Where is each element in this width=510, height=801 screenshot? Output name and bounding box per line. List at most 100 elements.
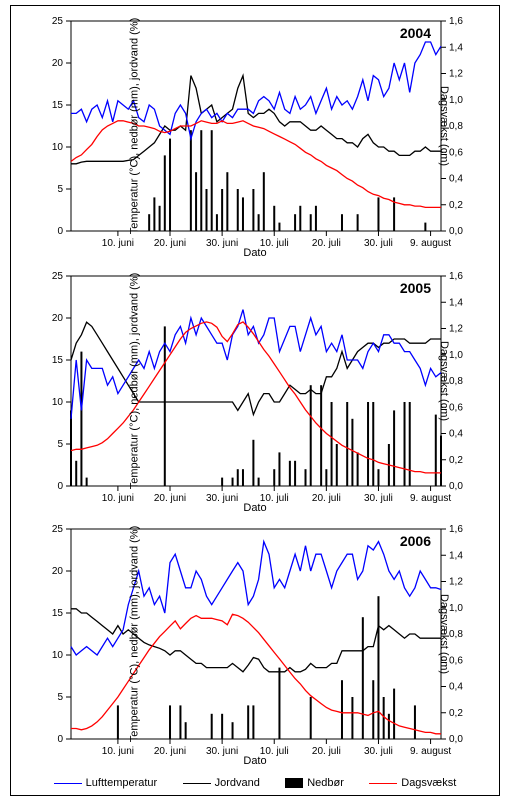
xtick-label: 9. august — [410, 746, 451, 757]
nedbor-bar — [258, 214, 260, 231]
nedbor-bar — [409, 402, 411, 486]
panel-2006: 05101520250,00,20,40,60,81,01,21,41,610.… — [71, 529, 439, 739]
jordvand-line — [71, 76, 441, 164]
y-axis-right-label: Dagsvækst (cm) — [438, 341, 450, 421]
xtick-label: 20. juni — [154, 238, 186, 249]
ytick-right-label: 0,6 — [449, 147, 463, 158]
nedbor-bar — [299, 206, 301, 231]
nedbor-bar — [221, 189, 223, 231]
nedbor-bar — [278, 223, 280, 231]
nedbor-bar — [221, 714, 223, 739]
nedbor-bar — [310, 214, 312, 231]
nedbor-bar — [351, 419, 353, 486]
nedbor-bar — [70, 410, 72, 486]
nedbor-bar — [310, 697, 312, 739]
nedbor-bar — [205, 189, 207, 231]
ytick-right-label: 0,0 — [449, 481, 463, 492]
nedbor-bar — [273, 206, 275, 231]
nedbor-bar — [424, 223, 426, 231]
legend-entry-jordvand: Jordvand — [183, 777, 260, 789]
nedbor-bar — [164, 326, 166, 486]
nedbor-bar — [404, 402, 406, 486]
nedbor-bar — [331, 402, 333, 486]
nedbor-bar — [435, 415, 437, 486]
nedbor-bar — [393, 410, 395, 486]
xtick-label: 20. juli — [312, 238, 341, 249]
ytick-right-label: 1,4 — [449, 550, 463, 561]
nedbor-bar — [242, 469, 244, 486]
x-axis-label: Dato — [243, 755, 266, 767]
xtick-label: 20. juni — [154, 493, 186, 504]
nedbor-bar — [367, 402, 369, 486]
nedbor-bar — [226, 172, 228, 231]
ytick-left-label: 0 — [57, 226, 63, 237]
nedbor-bar — [242, 197, 244, 231]
ytick-right-label: 0,2 — [449, 200, 463, 211]
year-label: 2004 — [400, 25, 431, 41]
ytick-left-label: 10 — [52, 650, 64, 661]
nedbor-bar — [258, 478, 260, 486]
year-label: 2006 — [400, 533, 431, 549]
xtick-label: 10. juni — [102, 493, 134, 504]
xtick-label: 9. august — [410, 238, 451, 249]
xtick-label: 20. juli — [312, 493, 341, 504]
ytick-right-label: 1,2 — [449, 577, 463, 588]
x-axis-label: Dato — [243, 502, 266, 514]
y-axis-left-label: Temperatur (°C), nedbør (mm), jordvand (… — [128, 526, 140, 743]
nedbor-bar — [325, 469, 327, 486]
x-axis-label: Dato — [243, 247, 266, 259]
nedbor-bar — [179, 705, 181, 739]
ytick-left-label: 25 — [52, 271, 64, 282]
year-label: 2005 — [400, 280, 431, 296]
nedbor-bar — [310, 385, 312, 486]
xtick-label: 20. juli — [312, 746, 341, 757]
ytick-right-label: 1,0 — [449, 95, 463, 106]
nedbor-bar — [294, 214, 296, 231]
nedbor-bar — [351, 697, 353, 739]
nedbor-bar — [341, 214, 343, 231]
nedbor-bar — [278, 452, 280, 486]
nedbor-bar — [377, 469, 379, 486]
nedbor-bar — [252, 705, 254, 739]
nedbor-bar — [148, 214, 150, 231]
legend-label: Dagsvækst — [401, 777, 456, 789]
ytick-right-label: 0,8 — [449, 376, 463, 387]
y-axis-left-label: Temperatur (°C), nedbør (mm), jordvand (… — [128, 18, 140, 235]
nedbor-bar — [164, 155, 166, 231]
ytick-left-label: 5 — [57, 692, 63, 703]
xtick-label: 30. juli — [364, 746, 393, 757]
nedbor-bar — [320, 385, 322, 486]
ytick-right-label: 1,0 — [449, 603, 463, 614]
legend-label: Lufttemperatur — [86, 777, 158, 789]
nedbor-bar — [357, 214, 359, 231]
xtick-label: 10. juni — [102, 238, 134, 249]
nedbor-bar — [232, 722, 234, 739]
xtick-label: 20. juni — [154, 746, 186, 757]
nedbor-bar — [315, 206, 317, 231]
nedbor-bar — [159, 206, 161, 231]
nedbor-bar — [336, 444, 338, 486]
nedbor-bar — [273, 469, 275, 486]
xtick-label: 30. juni — [206, 238, 238, 249]
nedbor-bar — [75, 461, 77, 486]
ytick-right-label: 1,4 — [449, 42, 463, 53]
nedbor-bar — [414, 705, 416, 739]
nedbor-bar — [169, 705, 171, 739]
xtick-label: 10. juni — [102, 746, 134, 757]
nedbor-bar — [211, 714, 213, 739]
ytick-right-label: 0,0 — [449, 734, 463, 745]
legend-line-swatch — [183, 783, 211, 784]
nedbor-bar — [377, 197, 379, 231]
nedbor-bar — [185, 722, 187, 739]
nedbor-bar — [263, 172, 265, 231]
plot-area-2005: 05101520250,00,20,40,60,81,01,21,41,610.… — [71, 276, 441, 486]
y-axis-right-label: Dagsvækst (cm) — [438, 86, 450, 166]
ytick-right-label: 1,2 — [449, 324, 463, 335]
nedbor-bar — [346, 402, 348, 486]
ytick-right-label: 0,4 — [449, 429, 463, 440]
ytick-right-label: 1,6 — [449, 16, 463, 27]
legend-entry-nedbør: Nedbør — [285, 777, 344, 789]
nedbor-bar — [357, 452, 359, 486]
ytick-right-label: 0,8 — [449, 629, 463, 640]
ytick-right-label: 0,6 — [449, 402, 463, 413]
